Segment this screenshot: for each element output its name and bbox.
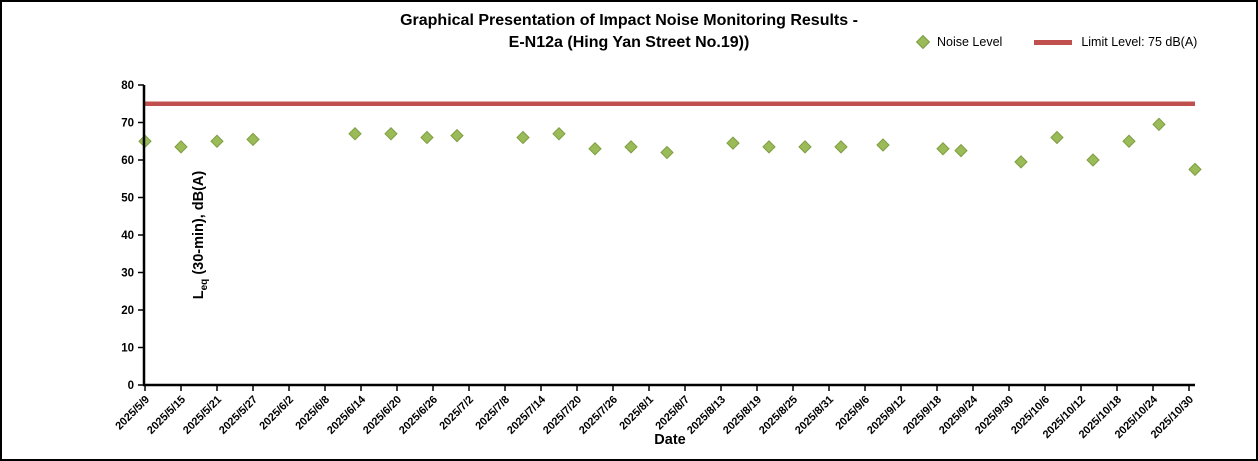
data-point (660, 145, 674, 160)
data-point (348, 127, 362, 141)
y-tick-label: 80 (121, 80, 134, 92)
data-point (1152, 117, 1166, 132)
data-point (516, 130, 530, 145)
data-point (798, 140, 812, 154)
x-tick-label: 2025/7/26 (577, 394, 620, 437)
data-point (936, 142, 950, 156)
x-tick-label: 2025/5/15 (145, 394, 188, 437)
x-tick-label: 2025/9/12 (865, 394, 908, 437)
data-point (1086, 153, 1100, 167)
data-point (726, 136, 740, 150)
x-tick-label: 2025/8/13 (685, 394, 728, 437)
data-point (762, 140, 776, 154)
x-tick-label: 2025/6/2 (257, 394, 296, 433)
data-point (1050, 130, 1064, 145)
data-point (876, 138, 890, 152)
legend-label-limit-level: Limit Level: 75 dB(A) (1081, 35, 1198, 49)
x-tick-label: 2025/9/18 (901, 394, 944, 437)
data-point (954, 143, 968, 158)
x-tick-label: 2025/8/25 (757, 394, 800, 437)
x-tick-label: 2025/7/2 (437, 394, 476, 433)
legend-label-noise-level: Noise Level (937, 35, 1003, 49)
data-point (174, 140, 188, 154)
y-tick-label: 20 (121, 305, 134, 317)
y-tick-label: 10 (121, 343, 134, 355)
data-point (450, 128, 464, 143)
x-tick-label: 2025/5/21 (181, 394, 224, 437)
data-point (588, 142, 602, 156)
x-tick-label: 2025/7/20 (541, 394, 584, 437)
x-axis-title: Date (654, 432, 686, 448)
x-tick-label: 2025/6/20 (361, 394, 404, 437)
chart-title-line2: E-N12a (Hing Yan Street No.19)) (508, 34, 750, 51)
x-tick-label: 2025/8/19 (721, 394, 764, 437)
legend-item-limit-level: Limit Level: 75 dB(A) (1034, 35, 1197, 49)
chart-title-line1: Graphical Presentation of Impact Noise M… (400, 12, 858, 29)
data-point (552, 127, 566, 141)
y-tick-label: 50 (121, 193, 134, 205)
y-tick-label: 30 (121, 268, 134, 280)
data-point (1122, 134, 1136, 148)
y-tick-label: 60 (121, 155, 134, 167)
y-tick-label: 70 (121, 118, 134, 130)
data-point (834, 140, 848, 154)
data-point (246, 132, 260, 147)
chart-legend: Noise Level Limit Level: 75 dB(A) (915, 34, 1197, 50)
data-point (1014, 155, 1028, 169)
limit-line-swatch (1034, 39, 1073, 45)
x-tick-label: 2025/9/30 (973, 394, 1016, 437)
legend-item-noise-level: Noise Level (915, 34, 1003, 50)
data-point (210, 134, 224, 148)
data-point (1188, 162, 1202, 177)
x-tick-label: 2025/5/27 (217, 394, 260, 437)
x-tick-label: 2025/6/26 (397, 394, 440, 437)
x-tick-label: 2025/8/31 (793, 394, 836, 437)
y-tick-label: 40 (121, 230, 134, 242)
y-tick-label: 0 (128, 380, 134, 392)
chart-title: Graphical Presentation of Impact Noise M… (2, 10, 1256, 54)
data-point (624, 140, 638, 154)
data-point (384, 127, 398, 141)
x-tick-label: 2025/8/1 (617, 394, 656, 433)
data-point (420, 130, 434, 145)
